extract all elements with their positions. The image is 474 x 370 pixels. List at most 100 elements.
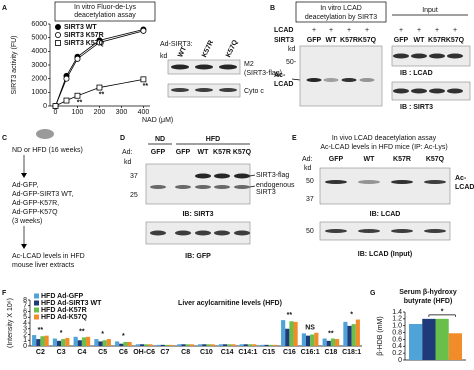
marker [55,32,62,39]
bar [40,336,45,346]
label: LCAD [274,81,293,88]
label: kd [124,159,132,166]
title-box [54,1,156,22]
label: Cyto c [244,88,264,95]
x-tick-label: 200 [94,109,106,116]
y-tick-label: 5000 [31,35,47,42]
annotation: ** [328,330,334,337]
y-tick-label: 6000 [31,21,47,28]
blot-band [150,230,166,236]
marker [55,23,62,30]
marker [74,55,81,62]
y-tick-label: 0 [398,357,402,364]
label: SIRT3 [274,37,294,44]
lane-label: WT [177,45,188,58]
bar [210,344,215,346]
lane-label: K57R [340,37,358,44]
label: 50 [306,228,314,235]
blot-band [323,78,339,82]
blot-band [325,180,347,184]
chart-title: deacetylation assay [74,12,136,19]
bar [77,340,82,346]
blot-band [214,230,230,236]
blot-band [447,53,463,59]
label: 25 [130,192,138,199]
blot-band [358,229,380,233]
bar [326,340,331,346]
x-tick-label: C15 [262,349,275,356]
label: kd [304,165,312,172]
blot-band [391,180,413,184]
bar [322,338,327,346]
bar [293,321,298,346]
bar [181,344,186,346]
legend-swatch [34,314,39,320]
x-tick-label: C2 [36,349,45,356]
bar [355,319,360,346]
label: (SIRT3-flag) [244,70,282,77]
y-tick-label: 0 [23,343,27,350]
label: M2 [244,61,254,68]
marker [63,75,70,82]
panel-letter: C [2,135,7,142]
bar [94,339,99,346]
x-tick-label: C18 [324,349,337,356]
annotation: NS [305,325,315,332]
label: endogenous [256,182,295,189]
blot-band [171,88,189,92]
lane-label: K57Q [426,156,445,163]
bar [231,344,236,346]
bar [139,344,145,346]
label: LCAD [274,27,293,34]
annotation: ** [38,327,44,334]
label: Ad-GFP-K57R, [12,200,59,207]
label: IB: GFP [185,253,211,260]
panel-letter: F [2,290,7,297]
bar [86,336,91,346]
label: + [329,27,333,34]
label: SIRT3-flag [256,172,289,179]
bar [185,344,190,346]
x-tick-label: 400 [138,109,150,116]
legend-swatch [34,300,39,306]
x-tick-label: C16 [283,349,296,356]
label: + [365,27,369,34]
x-tick-label: C4 [77,349,86,356]
label: ND or HFD (16 weeks) [12,147,83,154]
chart-title: butyrate (HFD) [404,298,453,305]
bar [335,339,340,346]
blot-band [234,185,250,189]
bar [98,341,103,346]
bar [135,344,140,346]
lane-label: WT [198,149,210,156]
bar [115,341,120,346]
blot-band [219,64,237,70]
label: Ac-LCAD levels in HFD [12,253,85,260]
bar [305,335,311,346]
chart-title: Serum β-hydroxy [399,289,457,296]
blot-band [214,173,230,179]
annotation: * [60,330,63,337]
y-tick-label: 0 [43,103,47,110]
blot-band [341,78,357,82]
marker [52,103,59,109]
label: Ad-GFP-K57Q [12,209,58,216]
legend-label: SIRT3 WT [64,24,97,31]
blot-band [195,185,211,189]
bar [422,318,436,360]
y-tick-label: 1.4 [392,309,402,316]
blot-band [150,185,166,189]
bar [119,343,124,346]
label: kd [288,46,296,53]
x-tick-label: C8 [181,349,190,356]
y-tick-label: 3000 [31,62,47,69]
label: Ac-LCAD levels in HFD mice (IP: Ac-Lys) [320,144,447,151]
bar [347,325,352,346]
blot-band [411,53,427,59]
bar [206,344,211,346]
panel-letter: G [370,290,376,297]
lane-label: GFP [151,149,166,156]
label: HFD [206,136,220,143]
bar [268,344,273,346]
